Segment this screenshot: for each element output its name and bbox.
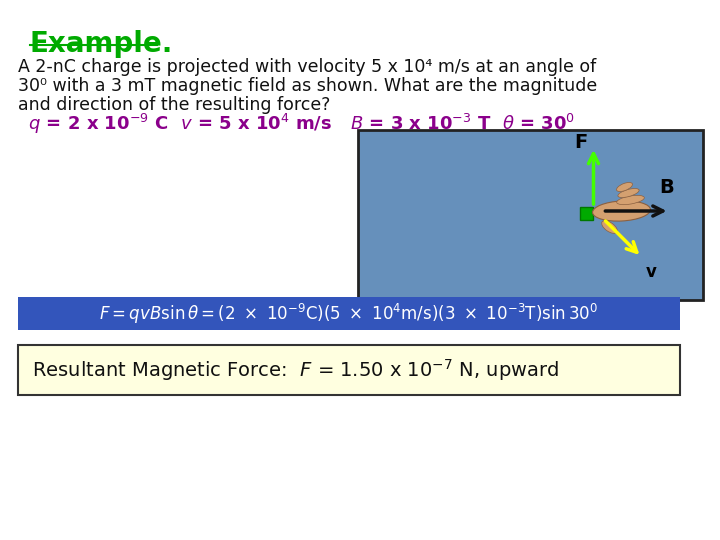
Bar	[358, 130, 703, 300]
Text: $F = qvB\sin\theta = (2\ \times\ 10^{-9}$C$)(5\ \times\ 10^{4}$m/s$)(3\ \times\ : $F = qvB\sin\theta = (2\ \times\ 10^{-9}…	[99, 301, 598, 326]
Ellipse shape	[616, 183, 632, 192]
Ellipse shape	[617, 195, 644, 205]
Text: 30⁰ with a 3 mT magnetic field as shown. What are the magnitude: 30⁰ with a 3 mT magnetic field as shown.…	[18, 77, 598, 95]
Bar	[580, 207, 593, 220]
Text: v: v	[646, 263, 657, 281]
Text: B: B	[660, 178, 674, 197]
Bar	[18, 297, 680, 330]
Text: $q$ = 2 x 10$^{-9}$ C  $v$ = 5 x 10$^{4}$ m/s   $B$ = 3 x 10$^{-3}$ T  $\theta$ : $q$ = 2 x 10$^{-9}$ C $v$ = 5 x 10$^{4}$…	[22, 112, 575, 136]
Ellipse shape	[618, 188, 639, 198]
Text: F: F	[575, 133, 588, 152]
Text: Resultant Magnetic Force:  $\mathit{F}$ = 1.50 x 10$^{-7}$ N, upward: Resultant Magnetic Force: $\mathit{F}$ =…	[32, 357, 559, 383]
Bar	[18, 345, 680, 395]
Ellipse shape	[593, 201, 650, 221]
Text: A 2-nC charge is projected with velocity 5 x 10⁴ m/s at an angle of: A 2-nC charge is projected with velocity…	[18, 58, 596, 76]
Text: and direction of the resulting force?: and direction of the resulting force?	[18, 96, 330, 114]
Ellipse shape	[602, 221, 617, 233]
Text: Example.: Example.	[30, 30, 174, 58]
